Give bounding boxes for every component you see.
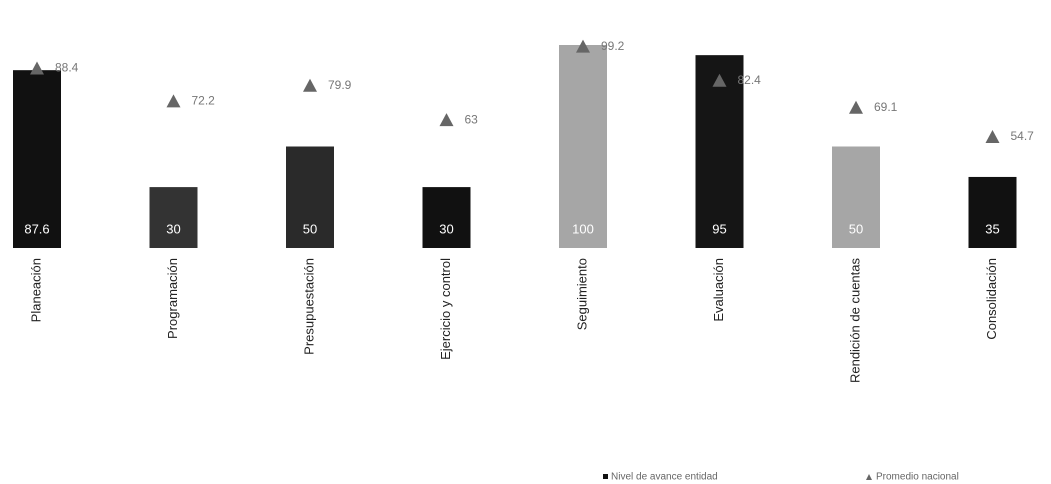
x-tick-label: Consolidación	[984, 258, 999, 340]
marker-label: 88.4	[55, 61, 79, 75]
legend-label: Promedio nacional	[876, 472, 959, 483]
marker-label: 63	[465, 112, 479, 126]
marker-label: 54.7	[1011, 129, 1035, 143]
bar	[149, 187, 198, 248]
marker	[985, 129, 1000, 143]
x-tick-label: Seguimiento	[574, 258, 589, 330]
value-label: 87.6	[24, 221, 49, 236]
bar	[286, 146, 334, 248]
value-label: 50	[849, 221, 863, 236]
legend-label: Nivel de avance entidad	[611, 472, 718, 483]
legend-swatch	[603, 474, 608, 479]
x-tick-label: Rendición de cuentas	[847, 258, 862, 384]
marker	[30, 61, 44, 75]
value-label: 100	[572, 221, 594, 236]
bar	[832, 146, 880, 248]
x-tick-label: Programación	[165, 258, 180, 339]
bar	[13, 70, 61, 248]
x-tick-label: Planeación	[28, 258, 43, 322]
bar	[559, 45, 607, 248]
value-label: 30	[439, 221, 453, 236]
marker	[439, 113, 454, 127]
marker-label: 99.2	[601, 39, 625, 53]
x-tick-label: Presupuestación	[301, 258, 316, 355]
x-tick-label: Ejercicio y control	[438, 258, 453, 360]
value-label: 50	[303, 221, 317, 236]
marker-label: 72.2	[192, 94, 216, 108]
marker	[576, 39, 590, 53]
marker-label: 79.9	[328, 78, 352, 92]
legend-swatch	[866, 474, 872, 480]
marker-label: 82.4	[738, 73, 762, 87]
bar	[968, 176, 1017, 248]
marker-label: 69.1	[874, 100, 898, 114]
marker	[303, 78, 317, 92]
marker	[166, 94, 181, 108]
x-tick-label: Evaluación	[711, 258, 726, 322]
marker	[712, 73, 727, 87]
value-label: 95	[712, 221, 726, 236]
marker	[849, 100, 863, 114]
bar	[422, 187, 471, 248]
bar	[695, 55, 744, 249]
value-label: 35	[985, 221, 999, 236]
value-label: 30	[166, 221, 180, 236]
